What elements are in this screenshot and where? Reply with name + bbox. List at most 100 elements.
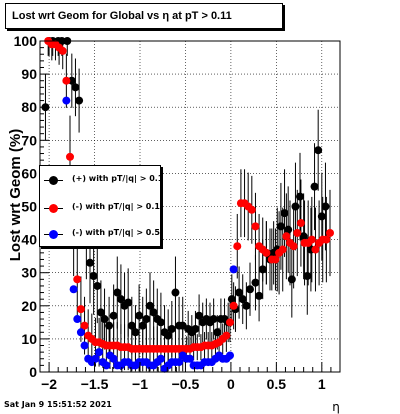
data-point-series-0 [156, 318, 165, 327]
data-point-series-1 [289, 242, 298, 251]
legend-marker-red [49, 204, 58, 213]
chart-title: Lost wrt Geom for Global vs η at pT > 0.… [5, 3, 283, 29]
x-axis-label: η [332, 400, 340, 414]
data-point-series-2 [76, 328, 85, 337]
data-point-series-0 [314, 146, 323, 155]
data-point-series-0 [116, 295, 125, 304]
data-point-series-0 [124, 298, 133, 307]
data-point-series-0 [287, 275, 296, 284]
data-point-series-0 [251, 278, 260, 287]
data-point-series-2 [80, 341, 89, 350]
data-point-series-2 [226, 351, 234, 360]
data-point-series-0 [86, 258, 94, 267]
data-point-series-1 [229, 301, 238, 310]
data-point-series-1 [73, 275, 82, 284]
data-point-series-0 [149, 308, 158, 317]
data-point-series-1 [233, 242, 242, 251]
data-point-series-0 [164, 331, 173, 340]
y-axis-label: Lost wrt Geom (%) [7, 129, 24, 262]
data-point-series-0 [321, 202, 330, 211]
x-tick-label: 0 [227, 376, 235, 392]
x-tick-label: −1 [132, 376, 148, 392]
data-point-series-0 [135, 311, 144, 320]
data-point-series-2 [102, 361, 111, 370]
legend-marker-black [49, 176, 58, 185]
data-point-series-1 [222, 331, 231, 340]
data-point-series-0 [235, 288, 244, 297]
data-point-series-1 [262, 248, 271, 257]
data-point-series-0 [167, 324, 176, 333]
data-point-series-0 [276, 222, 285, 231]
data-point-series-0 [284, 225, 293, 234]
data-point-series-0 [93, 281, 102, 290]
data-point-series-0 [109, 311, 118, 320]
data-point-series-0 [255, 291, 264, 300]
data-point-series-2 [156, 354, 165, 363]
data-point-series-0 [195, 311, 204, 320]
x-tick-label: 1 [318, 376, 326, 392]
data-point-series-0 [105, 321, 114, 330]
legend-entry: (+) with pT/|q| > 0.1 [40, 172, 164, 188]
data-point-series-2 [186, 354, 194, 363]
legend: (+) with pT/|q| > 0.1 (-) with pT/|q| > … [39, 165, 164, 247]
data-point-series-2 [95, 348, 104, 357]
y-tick-label: 100 [14, 33, 38, 49]
data-point-series-0 [71, 83, 80, 92]
data-point-series-1 [226, 318, 234, 327]
data-point-series-2 [175, 358, 184, 367]
data-point-series-2 [229, 265, 238, 274]
y-tick-label: 20 [21, 298, 37, 314]
data-point-series-1 [58, 46, 67, 55]
data-point-series-0 [238, 295, 247, 304]
data-point-series-0 [227, 295, 236, 304]
y-tick-label: 0 [29, 364, 37, 380]
data-point-series-1 [282, 232, 291, 241]
data-point-series-1 [307, 235, 316, 244]
data-point-series-0 [113, 288, 122, 297]
data-point-series-0 [131, 328, 140, 337]
data-point-series-2 [62, 96, 71, 105]
data-point-series-0 [209, 315, 218, 324]
x-tick-label: −1.5 [81, 376, 109, 392]
data-point-series-1 [76, 305, 85, 314]
data-point-series-0 [310, 182, 319, 191]
data-point-series-1 [296, 219, 305, 228]
y-tick-label: 50 [21, 199, 37, 215]
data-point-series-0 [280, 209, 289, 218]
data-point-series-0 [75, 96, 84, 105]
datestamp: Sat Jan 9 15:51:52 2021 [4, 400, 112, 409]
y-tick-label: 90 [21, 66, 37, 82]
y-tick-label: 60 [21, 165, 37, 181]
legend-marker-blue [49, 230, 58, 239]
data-point-series-1 [322, 235, 331, 244]
data-point-series-0 [303, 272, 312, 281]
x-tick-label: −0.5 [172, 376, 200, 392]
y-tick-label: 70 [21, 132, 37, 148]
legend-label: (+) with pT/|q| > 0.1 [72, 174, 164, 183]
data-point-series-1 [311, 245, 320, 254]
x-tick-label: 0.5 [267, 376, 287, 392]
data-point-series-1 [251, 222, 260, 231]
y-tick-label: 40 [21, 232, 37, 248]
y-tick-labels: 0 10 20 30 40 50 60 70 80 90 100 [14, 33, 38, 380]
data-point-series-0 [213, 328, 222, 337]
x-tick-labels: −2 −1.5 −1 −0.5 0 0.5 1 [41, 376, 326, 392]
data-point-series-0 [296, 192, 304, 201]
data-point-series-0 [291, 202, 300, 211]
data-point-series-0 [171, 288, 180, 297]
data-point-series-0 [317, 212, 326, 221]
data-point-series-0 [242, 301, 251, 310]
data-point-series-1 [326, 228, 334, 237]
data-point-series-0 [258, 265, 267, 274]
data-points [41, 37, 334, 373]
data-point-series-2 [91, 354, 100, 363]
data-point-series-1 [62, 76, 71, 85]
data-point-series-1 [278, 245, 287, 254]
data-point-series-2 [69, 285, 78, 294]
y-tick-label: 30 [21, 265, 37, 281]
data-point-series-0 [142, 315, 151, 324]
data-point-series-0 [299, 232, 308, 241]
data-point-series-0 [100, 315, 109, 324]
data-point-series-0 [146, 301, 154, 310]
